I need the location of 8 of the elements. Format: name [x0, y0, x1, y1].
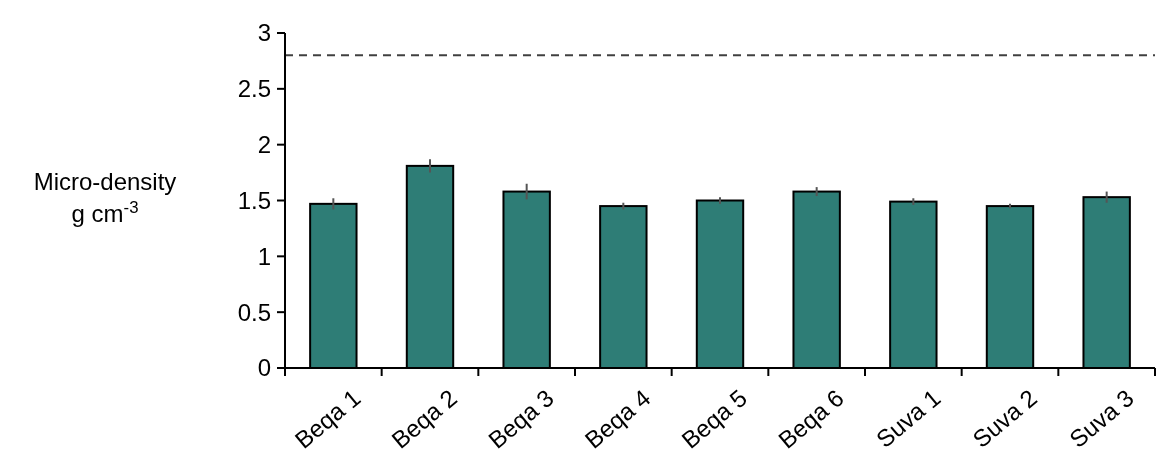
- y-tick-label: 0: [257, 354, 271, 382]
- y-axis-title: Micro-density g cm$^{-3}$: [33, 168, 177, 227]
- y-tick-label: 3: [257, 19, 271, 47]
- y-tick-label: 0.5: [237, 298, 271, 326]
- y-tick-label: 1: [257, 242, 271, 270]
- y-tick-label: 1.5: [237, 186, 271, 214]
- y-tick-label: 2.5: [237, 75, 271, 103]
- y-tick-label: 2: [257, 131, 271, 159]
